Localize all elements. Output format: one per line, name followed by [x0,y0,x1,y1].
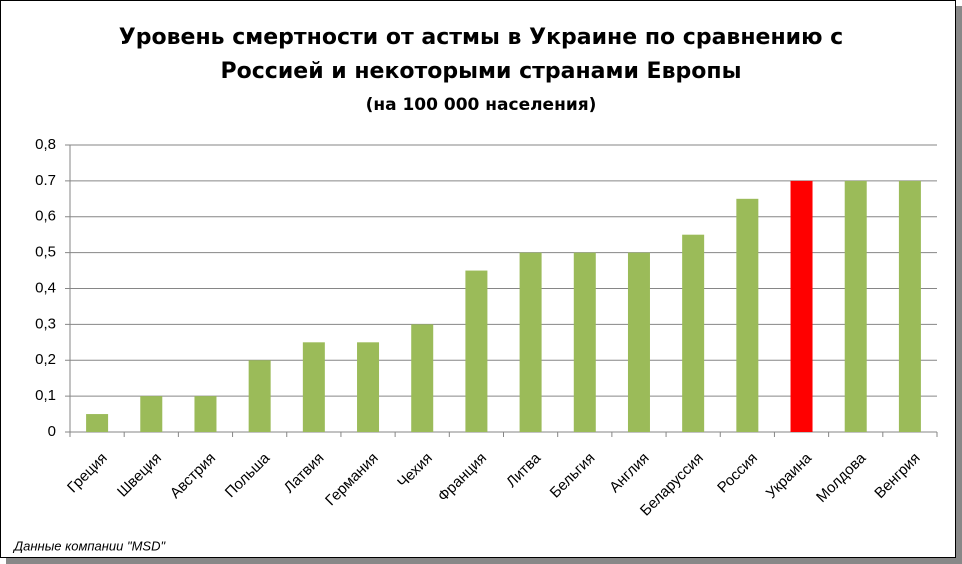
chart-subtitle: (на 100 000 населения) [366,95,597,115]
y-tick-label: 0.7 [35,172,56,189]
bar [682,234,705,432]
bar [411,324,434,432]
bar [519,252,542,432]
y-tick-label: 0,6 [35,208,56,225]
source-note: Данные компании "MSD" [12,538,166,553]
bar [302,342,325,432]
y-tick-label: 0,2 [35,351,56,368]
shadow [956,6,962,564]
chart-title: Россией и некоторыми странами Европы [221,59,742,84]
y-tick-label: 0,5 [35,244,56,261]
shadow [6,558,962,564]
bar [898,180,921,432]
y-tick-label: 0,8 [35,136,56,153]
bar [140,396,163,432]
bar [194,396,217,432]
y-tick-label: 0,1 [35,387,56,404]
bar [86,414,109,432]
bar [844,180,867,432]
y-tick-label: 0,4 [35,279,56,296]
bar [627,252,650,432]
bar [465,270,488,432]
y-tick-label: 0 [48,423,56,440]
y-tick-label: 0,3 [35,315,56,332]
bar [248,360,271,432]
bar [357,342,380,432]
bar [790,180,813,432]
bar [573,252,596,432]
bar [736,198,759,432]
chart-title: Уровень смертности от астмы в Украине по… [119,25,843,50]
